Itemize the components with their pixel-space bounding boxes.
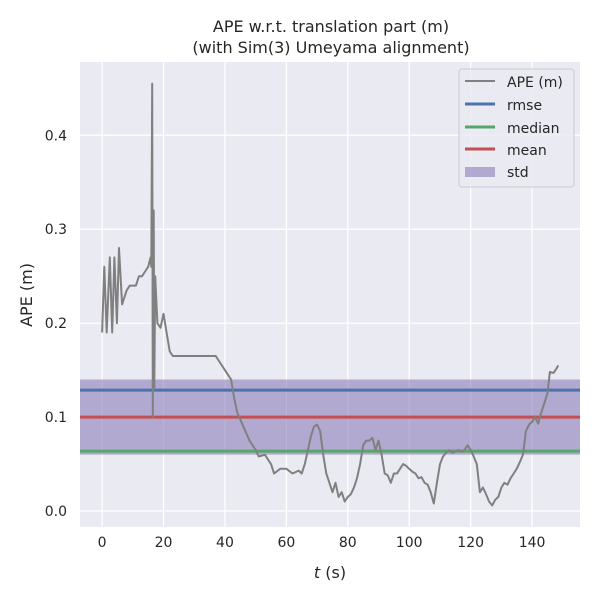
legend-std-label: std bbox=[507, 165, 529, 181]
legend: APE (m) rmse median mean std bbox=[458, 68, 575, 188]
x-tick-label: 120 bbox=[457, 535, 484, 551]
x-tick-label: 100 bbox=[396, 535, 423, 551]
legend-ape-label: APE (m) bbox=[507, 75, 563, 91]
x-tick-label: 80 bbox=[339, 535, 357, 551]
y-tick-label: 0.3 bbox=[45, 222, 67, 238]
x-tick-label: 0 bbox=[98, 535, 107, 551]
legend-rmse-label: rmse bbox=[507, 98, 542, 114]
x-tick-label: 40 bbox=[216, 535, 234, 551]
y-axis-label: APE (m) bbox=[17, 263, 36, 327]
y-tick-label: 0.4 bbox=[45, 128, 67, 144]
x-tick-label: 140 bbox=[519, 535, 546, 551]
x-tick-label: 60 bbox=[277, 535, 295, 551]
chart-title: APE w.r.t. translation part (m) bbox=[213, 17, 449, 36]
chart-subtitle: (with Sim(3) Umeyama alignment) bbox=[192, 38, 469, 57]
legend-std-swatch bbox=[465, 167, 495, 177]
y-tick-label: 0.1 bbox=[45, 410, 67, 426]
y-tick-label: 0.0 bbox=[45, 504, 67, 520]
x-tick-label: 20 bbox=[155, 535, 173, 551]
legend-mean-label: mean bbox=[507, 143, 547, 159]
y-tick-label: 0.2 bbox=[45, 316, 67, 332]
ape-series-line bbox=[101, 82, 560, 507]
legend-median-label: median bbox=[507, 121, 559, 137]
x-axis-label: t (s) bbox=[314, 563, 346, 582]
